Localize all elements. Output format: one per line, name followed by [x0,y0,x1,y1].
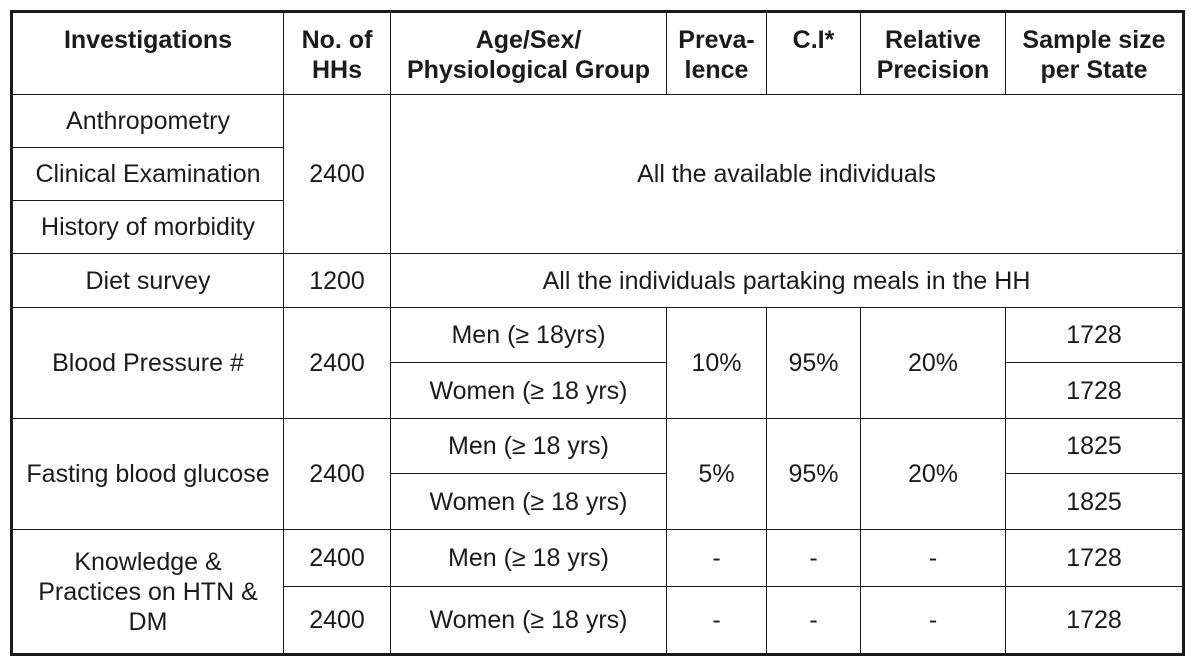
cell-investigation-knowledge-practices: Knowledge & Practices on HTN & DM [11,529,284,655]
cell-sample-bp-women: 1728 [1005,362,1184,419]
cell-hhs-blood-pressure: 2400 [283,307,391,419]
cell-relative-precision-knowledge-men: - [860,529,1006,587]
cell-ci-knowledge-men: - [766,529,861,587]
cell-sample-knowledge-women: 1728 [1005,586,1184,655]
cell-investigation-diet-survey: Diet survey [11,253,284,308]
cell-prevalence-knowledge-women: - [666,586,767,655]
cell-investigation-clinical-examination: Clinical Examination [11,147,284,201]
cell-hhs-anthropometry-group: 2400 [283,94,391,254]
cell-hhs-diet-survey: 1200 [283,253,391,308]
cell-group-fbg-men: Men (≥ 18 yrs) [390,418,667,474]
table-row: 2400 Women (≥ 18 yrs) - - - 1728 [12,586,1184,655]
cell-relative-precision-fbg: 20% [860,418,1006,530]
sampling-design-table: Investigations No. of HHs Age/Sex/ Physi… [10,10,1185,656]
cell-note-diet-survey: All the individuals partaking meals in t… [390,253,1184,308]
header-age-sex-group: Age/Sex/ Physiological Group [390,11,667,95]
cell-investigation-anthropometry: Anthropometry [11,94,284,148]
cell-hhs-knowledge-men: 2400 [283,529,391,587]
cell-ci-bp: 95% [766,307,861,419]
header-prevalence: Preva- lence [666,11,767,95]
table-row: Anthropometry 2400 All the available ind… [11,94,1184,254]
header-ci: C.I* [766,11,861,95]
cell-sample-bp-men: 1728 [1005,307,1184,363]
cell-prevalence-bp: 10% [666,307,767,419]
cell-relative-precision-knowledge-women: - [860,586,1006,655]
table-row: Knowledge & Practices on HTN & DM 2400 M… [11,529,1184,655]
cell-note-all-available: All the available individuals [390,94,1184,254]
table-row: Women (≥ 18 yrs) 1825 [12,473,1184,530]
cell-prevalence-fbg: 5% [666,418,767,530]
cell-hhs-knowledge-women: 2400 [283,586,391,655]
cell-group-bp-men: Men (≥ 18yrs) [390,307,667,363]
cell-ci-knowledge-women: - [766,586,861,655]
cell-investigation-history-of-morbidity: History of morbidity [11,200,284,254]
table-row: Diet survey 1200 All the individuals par… [11,253,1184,308]
cell-investigation-blood-pressure: Blood Pressure # [11,307,284,419]
cell-sample-knowledge-men: 1728 [1005,529,1184,587]
cell-relative-precision-bp: 20% [860,307,1006,419]
header-row: Investigations No. of HHs Age/Sex/ Physi… [11,11,1184,95]
table-row: Women (≥ 18 yrs) 1728 [12,362,1184,419]
header-no-of-hhs: No. of HHs [283,11,391,95]
cell-group-knowledge-men: Men (≥ 18 yrs) [390,529,667,587]
cell-prevalence-knowledge-men: - [666,529,767,587]
cell-investigation-fasting-blood-glucose: Fasting blood glucose [11,418,284,530]
cell-group-knowledge-women: Women (≥ 18 yrs) [390,586,667,655]
header-sample-size: Sample size per State [1005,11,1184,95]
cell-sample-fbg-women: 1825 [1005,473,1184,530]
header-relative-precision: Relative Precision [860,11,1006,95]
cell-group-bp-women: Women (≥ 18 yrs) [390,362,667,419]
table-row: Clinical Examination [11,147,1184,201]
cell-group-fbg-women: Women (≥ 18 yrs) [390,473,667,530]
table-row: Blood Pressure # 2400 Men (≥ 18yrs) 10% … [11,307,1184,419]
cell-hhs-fasting-blood-glucose: 2400 [283,418,391,530]
cell-sample-fbg-men: 1825 [1005,418,1184,474]
cell-ci-fbg: 95% [766,418,861,530]
header-investigations: Investigations [11,11,284,95]
table-row: Fasting blood glucose 2400 Men (≥ 18 yrs… [11,418,1184,530]
